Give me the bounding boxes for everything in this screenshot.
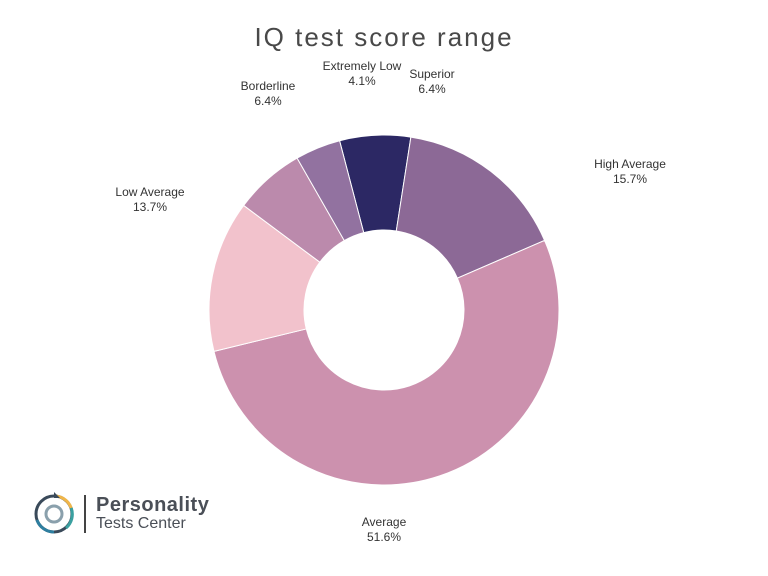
slice-label-high-average: High Average 15.7%: [594, 157, 666, 187]
slice-label-low-average: Low Average 13.7%: [115, 185, 184, 215]
slice-label-borderline: Borderline 6.4%: [241, 79, 296, 109]
brand-text: Personality Tests Center: [84, 495, 209, 533]
chart-canvas: IQ test score range Superior 6.4% High A…: [0, 0, 768, 576]
brand-line1: Personality: [96, 495, 209, 516]
logo-icon: [32, 492, 76, 536]
brand-line2: Tests Center: [96, 516, 209, 533]
slice-label-extremely-low: Extremely Low 4.1%: [323, 59, 402, 89]
slice-label-average: Average 51.6%: [362, 515, 406, 545]
brand-logo: Personality Tests Center: [32, 492, 209, 536]
slice-label-superior: Superior 6.4%: [409, 67, 454, 97]
